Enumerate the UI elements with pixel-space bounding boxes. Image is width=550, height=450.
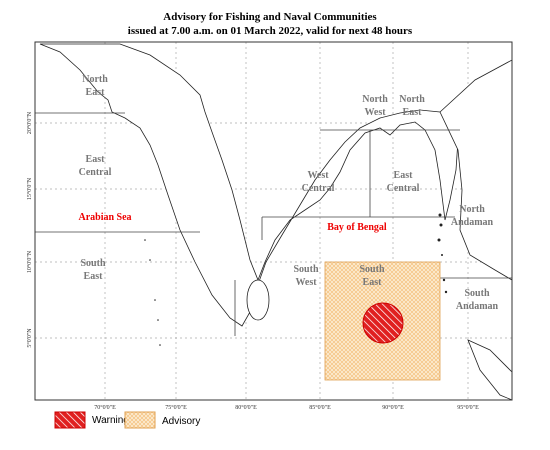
map-frame	[34, 41, 513, 401]
longitude-label: 90°0'0"E	[382, 404, 404, 411]
longitude-label: 80°0'0"E	[235, 404, 257, 411]
region-label: West	[364, 107, 386, 118]
sumatra	[467, 339, 513, 401]
region-label: East	[403, 107, 423, 118]
region-label: East	[394, 170, 414, 181]
region-label: South	[464, 288, 489, 299]
landmass	[39, 43, 459, 327]
longitude-label: 85°0'0"E	[309, 404, 331, 411]
region-label: Central	[79, 167, 112, 178]
region-boundaries	[35, 112, 512, 336]
title-line: Advisory for Fishing and Naval Communiti…	[163, 11, 377, 23]
legend-swatch	[54, 411, 86, 429]
longitude-label: 95°0'0"E	[457, 404, 479, 411]
latitude-label: 10°0'0"N	[26, 250, 33, 273]
region-label: Andaman	[456, 301, 499, 312]
sri-lanka	[246, 279, 270, 321]
latitude-label: 5°0'0"N	[26, 328, 33, 348]
region-label: South	[293, 264, 318, 275]
region-label: East	[86, 154, 106, 165]
latitude-label: 20°0'0"N	[26, 111, 33, 134]
region-label: South	[80, 258, 105, 269]
region-label: East	[363, 277, 383, 288]
region-label: Andaman	[451, 217, 494, 228]
east-land	[439, 59, 513, 281]
legend-label: Advisory	[162, 416, 200, 427]
title-line: issued at 7.00 a.m. on 01 March 2022, va…	[128, 25, 413, 37]
region-label: North	[362, 94, 388, 105]
warning-area	[362, 302, 404, 344]
region-label: North	[82, 74, 108, 85]
latitude-label: 15°0'0"N	[26, 177, 33, 200]
longitude-label: 75°0'0"E	[165, 404, 187, 411]
legend-swatch	[124, 411, 156, 429]
sea-label: Bay of Bengal	[327, 222, 387, 233]
region-label: West	[307, 170, 329, 181]
region-label: North	[459, 204, 485, 215]
region-label: Central	[302, 183, 335, 194]
region-label: Central	[387, 183, 420, 194]
region-label: South	[359, 264, 384, 275]
longitude-label: 70°0'0"E	[94, 404, 116, 411]
region-label: East	[84, 271, 104, 282]
region-label: North	[399, 94, 425, 105]
region-label: West	[295, 277, 317, 288]
islands	[144, 213, 448, 346]
sea-label: Arabian Sea	[78, 212, 131, 223]
legend-label: Warning	[92, 415, 129, 426]
region-label: East	[86, 87, 106, 98]
labels: 70°0'0"E 75°0'0"E 80°0'0"E 85°0'0"E 90°0'0"E…	[26, 74, 499, 411]
